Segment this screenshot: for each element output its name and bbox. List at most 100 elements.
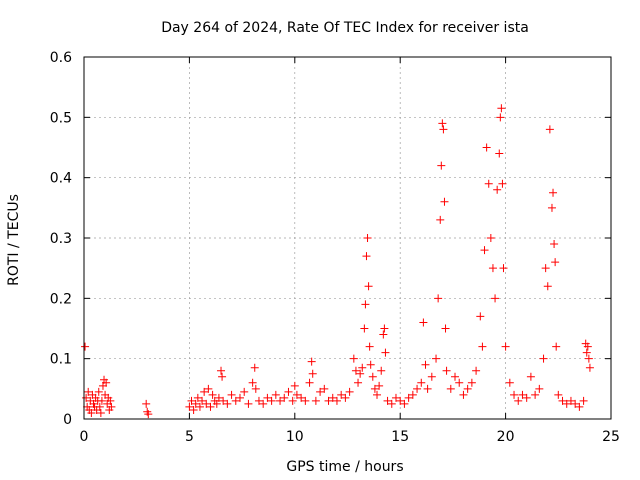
data-point-marker <box>102 378 111 387</box>
data-point-marker <box>362 252 371 261</box>
data-point-marker <box>480 246 489 255</box>
data-point-marker <box>82 393 91 402</box>
data-point-marker <box>373 390 382 399</box>
data-point-marker <box>514 396 523 405</box>
data-point-marker <box>231 396 240 405</box>
y-tick-label: 0.6 <box>50 50 72 66</box>
data-point-marker <box>583 342 592 351</box>
data-point-marker <box>276 396 285 405</box>
data-point-marker <box>356 369 365 378</box>
data-point-marker <box>419 318 428 327</box>
data-point-marker <box>360 324 369 333</box>
data-point-marker <box>396 396 405 405</box>
data-point-marker <box>341 393 350 402</box>
chart-title: Day 264 of 2024, Rate Of TEC Index for r… <box>161 20 529 36</box>
data-point-marker <box>486 234 495 242</box>
data-point-marker <box>545 125 554 134</box>
y-tick-label: 0 <box>63 412 72 428</box>
plot-frame <box>83 56 612 420</box>
data-point-marker <box>381 348 390 357</box>
data-point-marker <box>320 384 329 393</box>
data-point-marker <box>368 372 377 381</box>
data-point-marker <box>463 384 472 393</box>
data-point-marker <box>375 381 384 390</box>
data-point-marker <box>107 402 116 411</box>
data-point-marker <box>432 354 441 363</box>
data-point-marker <box>539 354 548 363</box>
data-point-marker <box>365 342 374 351</box>
data-point-marker <box>549 188 558 197</box>
data-point-marker <box>96 408 105 417</box>
data-point-marker <box>499 264 508 273</box>
data-point-marker <box>240 387 249 396</box>
data-point-marker <box>543 282 552 291</box>
data-point-marker <box>535 384 544 393</box>
data-point-marker <box>311 396 320 405</box>
data-point-marker <box>575 402 584 411</box>
data-point-marker <box>185 402 194 411</box>
data-point-marker <box>377 366 386 375</box>
data-point-marker <box>307 357 316 366</box>
data-point-marker <box>189 405 198 414</box>
data-point-marker <box>566 396 575 405</box>
data-point-marker <box>94 387 103 396</box>
data-point-marker <box>387 399 396 408</box>
data-point-marker <box>558 396 567 405</box>
data-point-marker <box>488 264 497 273</box>
data-point-marker <box>380 324 389 333</box>
data-point-marker <box>284 387 293 396</box>
data-point-marker <box>223 399 232 408</box>
data-point-marker <box>562 399 571 408</box>
data-point-marker <box>476 312 485 321</box>
data-point-marker <box>417 378 426 387</box>
data-point-marker <box>227 390 236 399</box>
y-tick-label: 0.2 <box>50 291 72 307</box>
data-point-marker <box>358 363 367 372</box>
data-point-marker <box>584 354 593 363</box>
data-point-marker <box>198 396 207 405</box>
data-point-marker <box>193 393 202 402</box>
data-point-marker <box>354 378 363 387</box>
data-point-marker <box>204 384 213 393</box>
data-point-marker <box>522 393 531 402</box>
data-point-marker <box>248 378 257 387</box>
data-point-marker <box>250 363 259 372</box>
data-point-marker <box>391 393 400 402</box>
data-point-marker <box>441 324 450 333</box>
data-point-marker <box>364 282 373 291</box>
data-point-marker <box>459 390 468 399</box>
data-point-marker <box>332 396 341 405</box>
data-point-marker <box>97 396 106 405</box>
data-point-marker <box>217 366 226 375</box>
data-point-marker <box>292 390 301 399</box>
data-point-marker <box>510 390 519 399</box>
data-point-marker <box>267 396 276 405</box>
data-point-marker <box>541 264 550 273</box>
data-point-marker <box>251 384 260 393</box>
data-point-marker <box>218 372 227 381</box>
data-point-marker <box>478 342 487 351</box>
data-point-marker <box>438 119 447 128</box>
data-point-marker <box>421 360 430 369</box>
data-point-marker <box>413 384 422 393</box>
data-point-marker <box>187 396 196 405</box>
tick-labels: 0 5 10 15 20 25 0 0.1 0.2 0.3 0.4 0.5 0.6 <box>50 50 620 445</box>
data-point-marker <box>436 215 445 224</box>
data-point-marker <box>206 402 215 411</box>
data-point-marker <box>379 330 388 339</box>
data-point-marker <box>440 197 449 206</box>
y-tick-label: 0.4 <box>50 171 72 187</box>
data-point-marker <box>191 399 200 408</box>
data-point-marker <box>235 393 244 402</box>
data-point-marker <box>142 399 151 408</box>
x-tick-label: 25 <box>602 429 620 445</box>
data-point-marker <box>491 294 500 303</box>
data-point-marker <box>214 393 223 402</box>
data-point-marker <box>442 366 451 375</box>
x-tick-label: 0 <box>80 429 89 445</box>
data-point-marker <box>484 179 493 188</box>
data-point-marker <box>550 240 559 249</box>
data-point-marker <box>582 348 591 357</box>
data-point-marker <box>219 396 228 405</box>
